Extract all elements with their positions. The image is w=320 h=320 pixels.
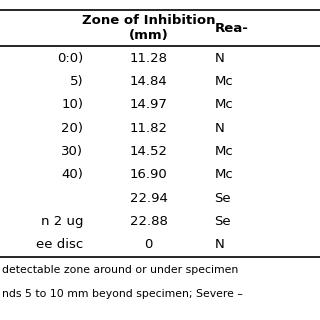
Text: N: N xyxy=(214,238,224,252)
Text: 0:0): 0:0) xyxy=(57,52,83,65)
Text: 11.28: 11.28 xyxy=(130,52,168,65)
Text: N: N xyxy=(214,52,224,65)
Text: n 2 ug: n 2 ug xyxy=(41,215,83,228)
Text: ee disc: ee disc xyxy=(36,238,83,252)
Text: 22.88: 22.88 xyxy=(130,215,168,228)
Text: N: N xyxy=(214,122,224,135)
Text: Mc: Mc xyxy=(214,98,233,111)
Text: 11.82: 11.82 xyxy=(130,122,168,135)
Text: Mc: Mc xyxy=(214,168,233,181)
Text: 0: 0 xyxy=(145,238,153,252)
Text: 14.84: 14.84 xyxy=(130,75,168,88)
Text: 5): 5) xyxy=(69,75,83,88)
Text: 20): 20) xyxy=(61,122,83,135)
Text: 16.90: 16.90 xyxy=(130,168,168,181)
Text: nds 5 to 10 mm beyond specimen; Severe –: nds 5 to 10 mm beyond specimen; Severe – xyxy=(2,289,243,299)
Text: detectable zone around or under specimen: detectable zone around or under specimen xyxy=(2,265,238,275)
Text: Zone of Inhibition
(mm): Zone of Inhibition (mm) xyxy=(82,14,216,42)
Text: Rea-: Rea- xyxy=(214,21,248,35)
Text: 14.97: 14.97 xyxy=(130,98,168,111)
Text: Mc: Mc xyxy=(214,75,233,88)
Text: 22.94: 22.94 xyxy=(130,192,168,205)
Text: 30): 30) xyxy=(61,145,83,158)
Text: 14.52: 14.52 xyxy=(130,145,168,158)
Text: 10): 10) xyxy=(61,98,83,111)
Text: Se: Se xyxy=(214,215,231,228)
Text: Mc: Mc xyxy=(214,145,233,158)
Text: Se: Se xyxy=(214,192,231,205)
Text: 40): 40) xyxy=(61,168,83,181)
